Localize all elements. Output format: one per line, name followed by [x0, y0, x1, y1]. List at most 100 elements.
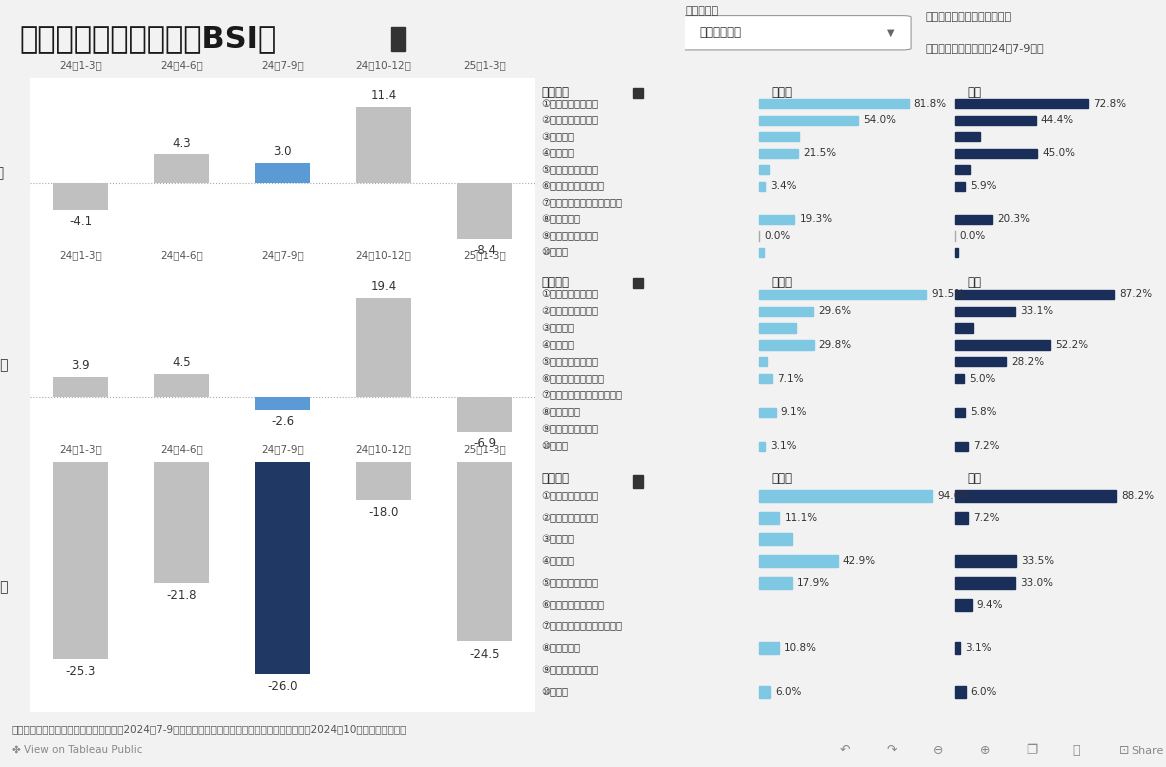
Bar: [955, 166, 970, 174]
Text: 17.9%: 17.9%: [796, 578, 830, 588]
Bar: [759, 99, 908, 108]
Text: 食料品製造業: 食料品製造業: [700, 26, 742, 39]
Text: ↷: ↷: [886, 744, 897, 757]
Bar: [356, 298, 412, 397]
Bar: [759, 577, 792, 589]
Bar: [759, 324, 795, 333]
Bar: [759, 166, 770, 174]
Bar: [955, 324, 972, 333]
Text: -8.4: -8.4: [473, 244, 496, 257]
Text: ④仕入価格: ④仕入価格: [541, 556, 575, 566]
Bar: [457, 397, 512, 433]
Text: ④仕入価格: ④仕入価格: [541, 148, 575, 158]
Bar: [759, 182, 765, 191]
Bar: [955, 116, 1035, 125]
Bar: [955, 555, 1016, 567]
Bar: [955, 490, 1116, 502]
Text: 28.2%: 28.2%: [1011, 357, 1045, 367]
Text: ⑦株式・不動産等の資産価格: ⑦株式・不動産等の資産価格: [541, 621, 623, 631]
Text: ⑤仕入以外のコスト: ⑤仕入以外のコスト: [541, 578, 598, 588]
Text: ❐: ❐: [1026, 744, 1038, 757]
Text: ④仕入価格: ④仕入価格: [541, 340, 575, 350]
Text: 暗い: 暗い: [968, 276, 982, 288]
Text: 業種の選択: 業種の選択: [684, 6, 718, 16]
Text: 45.0%: 45.0%: [1042, 148, 1075, 158]
Bar: [955, 341, 1051, 350]
Text: ⑧為替レート: ⑧為替レート: [541, 215, 581, 225]
Text: 明るい: 明るい: [772, 86, 793, 99]
Bar: [759, 116, 858, 125]
Text: 33.1%: 33.1%: [1020, 306, 1053, 316]
Text: 87.2%: 87.2%: [1119, 289, 1152, 299]
Text: -2.6: -2.6: [271, 415, 294, 428]
Bar: [955, 442, 968, 451]
Bar: [759, 642, 779, 654]
Text: 7.1%: 7.1%: [777, 374, 803, 384]
Text: 企業の景況判断指数（BSI）: 企業の景況判断指数（BSI）: [20, 25, 278, 54]
Text: 5.8%: 5.8%: [970, 407, 997, 417]
Text: ⑤仕入以外のコスト: ⑤仕入以外のコスト: [541, 357, 598, 367]
Text: 3.1%: 3.1%: [770, 441, 796, 451]
Text: ✤ View on Tableau Public: ✤ View on Tableau Public: [12, 745, 142, 755]
FancyBboxPatch shape: [675, 15, 911, 50]
Bar: [955, 99, 1088, 108]
Bar: [154, 110, 209, 583]
Bar: [955, 248, 958, 257]
Text: ⑤仕入以外のコスト: ⑤仕入以外のコスト: [541, 165, 598, 175]
Bar: [955, 307, 1016, 316]
Text: 33.0%: 33.0%: [1020, 578, 1053, 588]
Text: 72.8%: 72.8%: [1093, 99, 1126, 109]
Bar: [759, 533, 792, 545]
Text: 91.5%: 91.5%: [932, 289, 964, 299]
Bar: [52, 377, 108, 397]
Bar: [633, 278, 642, 288]
Text: 0.0%: 0.0%: [960, 231, 986, 241]
Bar: [759, 149, 799, 158]
Text: 6.0%: 6.0%: [970, 686, 997, 696]
Bar: [759, 490, 932, 502]
Bar: [955, 577, 1014, 589]
Text: 94.6%: 94.6%: [937, 491, 970, 501]
Text: -18.0: -18.0: [368, 506, 399, 519]
Text: 81.8%: 81.8%: [914, 99, 947, 109]
Text: 5.0%: 5.0%: [969, 374, 996, 384]
Text: 9.4%: 9.4%: [977, 600, 1004, 610]
Bar: [955, 512, 968, 524]
Text: ①国内需要（売上）: ①国内需要（売上）: [541, 491, 598, 501]
Text: ⊕: ⊕: [979, 744, 990, 757]
Bar: [254, 397, 310, 410]
Text: 大企業: 大企業: [0, 166, 5, 180]
Bar: [391, 28, 405, 51]
Text: ⑥資金繰り・資金調達: ⑥資金繰り・資金調達: [541, 600, 604, 610]
Text: -4.1: -4.1: [69, 215, 92, 228]
Bar: [955, 686, 965, 698]
Text: 54.0%: 54.0%: [863, 115, 895, 125]
Bar: [955, 374, 964, 384]
Bar: [759, 555, 837, 567]
Bar: [759, 132, 799, 141]
Bar: [759, 307, 813, 316]
Text: 42.9%: 42.9%: [843, 556, 876, 566]
Text: Share: Share: [1131, 746, 1164, 755]
Bar: [759, 408, 775, 417]
Text: 4.3: 4.3: [173, 137, 191, 150]
Bar: [955, 642, 961, 654]
Bar: [52, 183, 108, 210]
Text: ②海外需要（売上）: ②海外需要（売上）: [541, 115, 598, 125]
Text: ②海外需要（売上）: ②海外需要（売上）: [541, 512, 598, 522]
Text: 7.2%: 7.2%: [972, 441, 999, 451]
Bar: [254, 110, 310, 673]
Text: -6.9: -6.9: [473, 437, 496, 450]
Text: -21.8: -21.8: [167, 589, 197, 602]
Text: 選択した業種の区分：製造業: 選択した業種の区分：製造業: [926, 12, 1012, 21]
Text: ②海外需要（売上）: ②海外需要（売上）: [541, 306, 598, 316]
Text: 4.5: 4.5: [173, 356, 191, 369]
Bar: [457, 110, 512, 641]
Bar: [633, 475, 642, 489]
Bar: [154, 154, 209, 183]
Bar: [759, 290, 927, 299]
Text: 29.8%: 29.8%: [819, 340, 851, 350]
Bar: [759, 686, 770, 698]
Text: 中小企業: 中小企業: [0, 580, 9, 594]
Text: 20.3%: 20.3%: [997, 215, 1030, 225]
